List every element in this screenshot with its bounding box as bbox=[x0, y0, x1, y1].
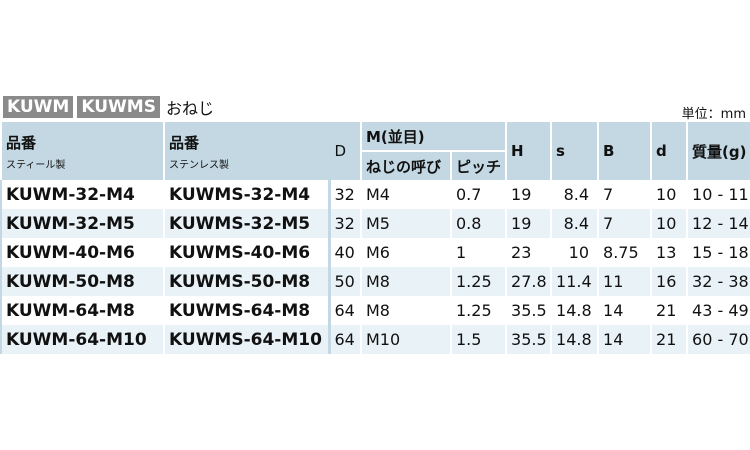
cell-d: 16 bbox=[650, 267, 689, 296]
spec-table: 品番 スティール製 品番 ステンレス製 D M(並目) H s B d 質量(g) … bbox=[0, 122, 750, 354]
cell-thread: M8 bbox=[360, 296, 452, 325]
cell-mass: 12 - 14 bbox=[686, 209, 750, 238]
cell-mass: 15 - 18 bbox=[686, 238, 750, 267]
cell-pitch: 1 bbox=[449, 238, 508, 267]
cell-d: 13 bbox=[650, 238, 689, 267]
cell-steel: KUWM-40-M6 bbox=[0, 238, 165, 267]
table-row: KUWM-64-M10 KUWMS-64-M10 64 M10 1.5 35.5 14.8 1… bbox=[0, 325, 750, 354]
header-mass: 質量(g) bbox=[686, 122, 750, 180]
cell-d: 10 bbox=[650, 209, 689, 238]
cell-s: 14.8 bbox=[550, 325, 600, 354]
cell-d: 10 bbox=[650, 180, 689, 209]
cell-D: 64 bbox=[328, 325, 362, 354]
table-row: KUWM-50-M8 KUWMS-50-M8 50 M8 1.25 27.8 11.4 11 1… bbox=[0, 267, 750, 296]
cell-mass: 10 - 11 bbox=[686, 180, 750, 209]
cell-B: 7 bbox=[597, 209, 653, 238]
header-thread: ねじの呼び bbox=[360, 151, 452, 180]
header-part-number-stainless: 品番 ステンレス製 bbox=[163, 122, 331, 180]
cell-D: 50 bbox=[328, 267, 362, 296]
cell-steel: KUWM-32-M5 bbox=[0, 209, 165, 238]
cell-mass: 60 - 70 bbox=[686, 325, 750, 354]
cell-B: 7 bbox=[597, 180, 653, 209]
cell-D: 64 bbox=[328, 296, 362, 325]
cell-pitch: 1.5 bbox=[449, 325, 508, 354]
cell-pitch: 0.7 bbox=[449, 180, 508, 209]
cell-H: 35.5 bbox=[505, 325, 553, 354]
cell-s: 8.4 bbox=[550, 209, 600, 238]
cell-steel: KUWM-50-M8 bbox=[0, 267, 165, 296]
cell-pitch: 1.25 bbox=[449, 267, 508, 296]
cell-H: 23 bbox=[505, 238, 553, 267]
table-row: KUWM-40-M6 KUWMS-40-M6 40 M6 1 23 10 8.75 13 15 -… bbox=[0, 238, 750, 267]
cell-sus: KUWMS-32-M5 bbox=[163, 209, 331, 238]
cell-B: 14 bbox=[597, 296, 653, 325]
cell-B: 14 bbox=[597, 325, 653, 354]
header-H: H bbox=[505, 122, 553, 180]
series-tag-kuwm: KUWM bbox=[3, 96, 74, 118]
cell-d: 21 bbox=[650, 296, 689, 325]
cell-D: 32 bbox=[328, 209, 362, 238]
cell-thread: M8 bbox=[360, 267, 452, 296]
cell-pitch: 1.25 bbox=[449, 296, 508, 325]
cell-B: 8.75 bbox=[597, 238, 653, 267]
cell-H: 27.8 bbox=[505, 267, 553, 296]
header-pitch: ピッチ bbox=[449, 151, 508, 180]
header-s: s bbox=[550, 122, 600, 180]
series-tag-kuwms: KUWMS bbox=[77, 96, 160, 118]
cell-mass: 32 - 38 bbox=[686, 267, 750, 296]
header-M: M(並目) bbox=[359, 122, 508, 152]
header-part-number-steel: 品番 スティール製 bbox=[0, 122, 165, 180]
cell-thread: M10 bbox=[360, 325, 452, 354]
table-row: KUWM-32-M4 KUWMS-32-M4 32 M4 0.7 19 8.4 7 10 10 -… bbox=[0, 180, 750, 209]
cell-sus: KUWMS-32-M4 bbox=[163, 180, 331, 209]
header-d: d bbox=[650, 122, 689, 180]
cell-steel: KUWM-64-M8 bbox=[0, 296, 165, 325]
table-title: KUWM KUWMS おねじ bbox=[3, 95, 214, 119]
cell-steel: KUWM-32-M4 bbox=[0, 180, 165, 209]
cell-D: 40 bbox=[328, 238, 362, 267]
cell-H: 35.5 bbox=[505, 296, 553, 325]
title-suffix: おねじ bbox=[165, 99, 214, 118]
cell-s: 8.4 bbox=[550, 180, 600, 209]
header-D: D bbox=[328, 122, 362, 180]
cell-mass: 43 - 49 bbox=[686, 296, 750, 325]
cell-s: 14.8 bbox=[550, 296, 600, 325]
cell-sus: KUWMS-64-M10 bbox=[163, 325, 331, 354]
table-row: KUWM-32-M5 KUWMS-32-M5 32 M5 0.8 19 8.4 7 10 12 -… bbox=[0, 209, 750, 238]
cell-s: 10 bbox=[550, 238, 600, 267]
table-row: KUWM-64-M8 KUWMS-64-M8 64 M8 1.25 35.5 14.8 14 2… bbox=[0, 296, 750, 325]
cell-D: 32 bbox=[328, 180, 362, 209]
cell-s: 11.4 bbox=[550, 267, 600, 296]
header-B: B bbox=[597, 122, 653, 180]
cell-thread: M6 bbox=[360, 238, 452, 267]
cell-pitch: 0.8 bbox=[449, 209, 508, 238]
cell-sus: KUWMS-40-M6 bbox=[163, 238, 331, 267]
cell-steel: KUWM-64-M10 bbox=[0, 325, 165, 354]
cell-sus: KUWMS-64-M8 bbox=[163, 296, 331, 325]
unit-label: 単位：mm bbox=[681, 107, 746, 122]
cell-H: 19 bbox=[505, 209, 553, 238]
cell-sus: KUWMS-50-M8 bbox=[163, 267, 331, 296]
cell-d: 21 bbox=[650, 325, 689, 354]
cell-B: 11 bbox=[597, 267, 653, 296]
cell-H: 19 bbox=[505, 180, 553, 209]
cell-thread: M5 bbox=[360, 209, 452, 238]
cell-thread: M4 bbox=[360, 180, 452, 209]
